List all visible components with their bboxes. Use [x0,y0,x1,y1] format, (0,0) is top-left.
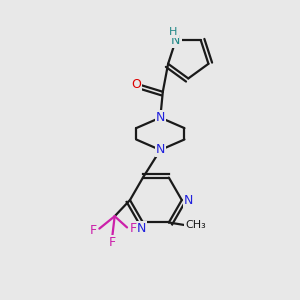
Text: CH₃: CH₃ [185,220,206,230]
Text: F: F [109,236,116,249]
Text: N: N [156,111,165,124]
Text: H: H [169,27,178,37]
Text: N: N [171,34,181,46]
Text: F: F [90,224,97,237]
Text: O: O [131,78,141,91]
Text: N: N [156,143,165,157]
Text: N: N [137,223,146,236]
Text: N: N [184,194,193,207]
Text: F: F [129,222,137,236]
